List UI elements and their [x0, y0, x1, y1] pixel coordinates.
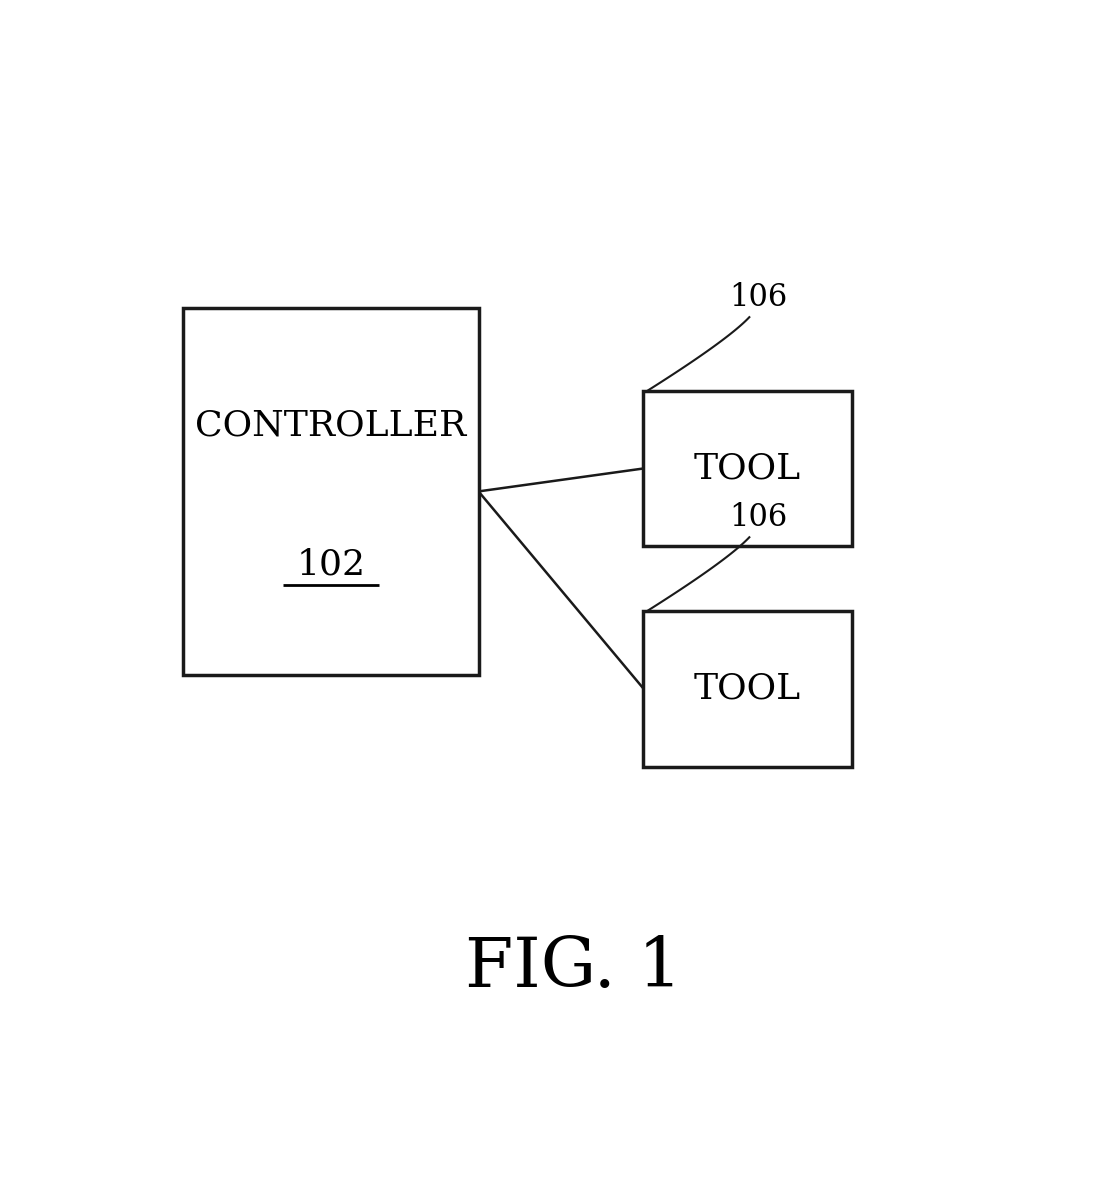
- Bar: [184, 308, 478, 675]
- Bar: [643, 611, 851, 767]
- Bar: [643, 391, 851, 547]
- Text: 106: 106: [729, 501, 787, 532]
- Text: FIG. 1: FIG. 1: [466, 935, 682, 1002]
- Text: 102: 102: [297, 548, 365, 581]
- Text: TOOL: TOOL: [694, 451, 801, 486]
- Text: TOOL: TOOL: [694, 672, 801, 705]
- Text: CONTROLLER: CONTROLLER: [195, 409, 467, 442]
- Text: 106: 106: [729, 281, 787, 312]
